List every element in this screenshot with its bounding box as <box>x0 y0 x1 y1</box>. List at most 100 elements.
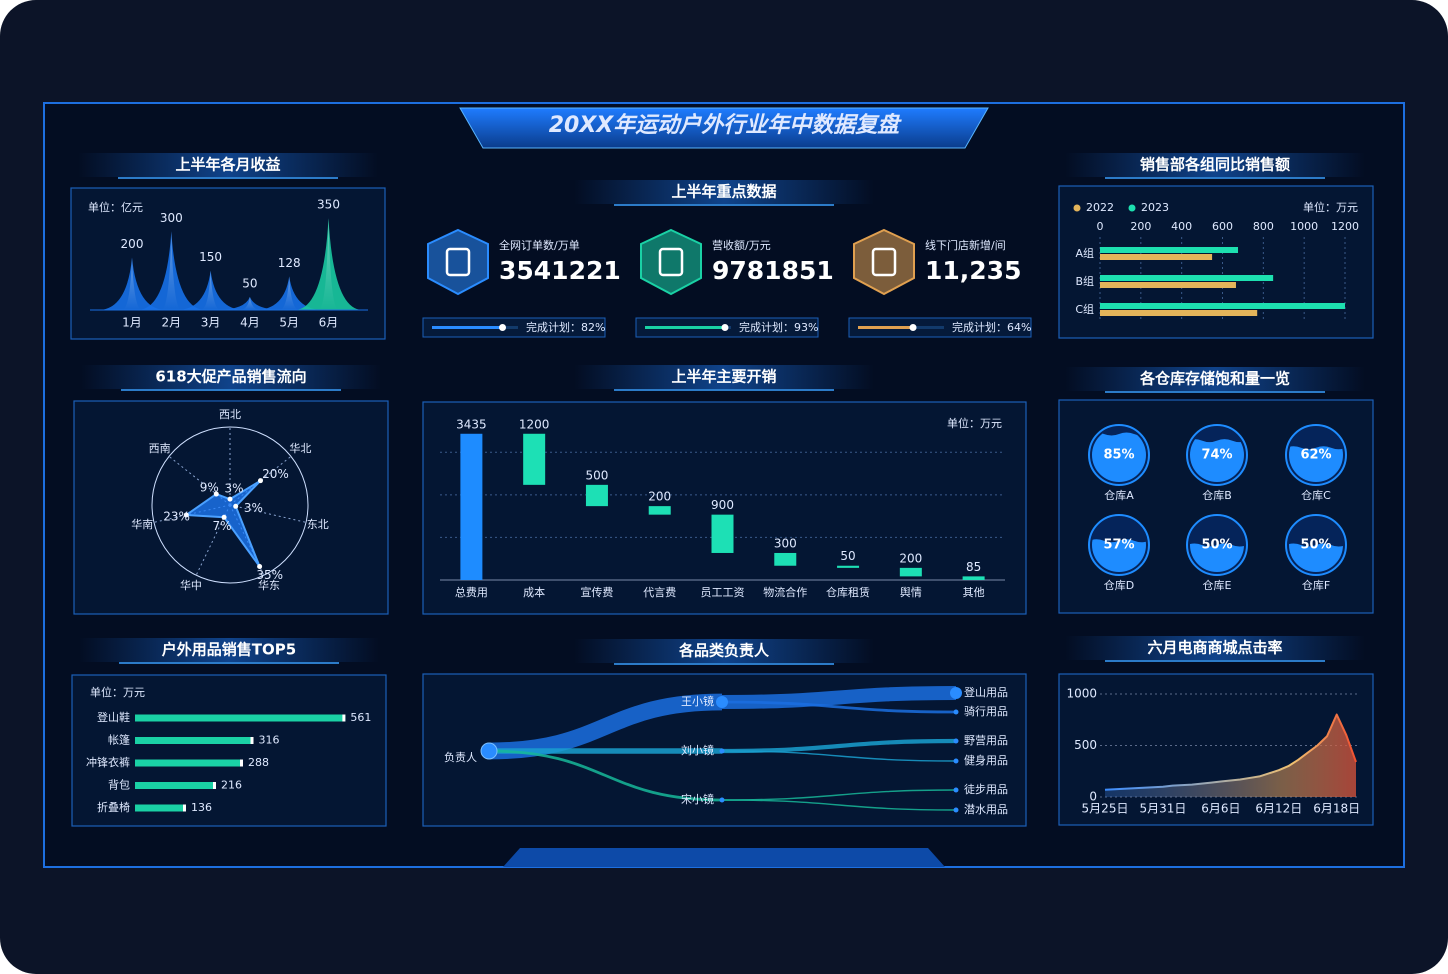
link <box>721 799 957 811</box>
radar-spoke <box>168 455 231 506</box>
panel-title: 各品类负责人 <box>678 642 770 660</box>
bar-cap <box>183 804 186 812</box>
data-label: 23% <box>163 510 190 524</box>
progress-knob <box>909 324 917 331</box>
data-label: 216 <box>221 779 242 792</box>
radar-spoke <box>195 504 231 576</box>
x-tick-label: 5月31日 <box>1139 802 1186 816</box>
kpi-icon-glyph <box>871 247 897 277</box>
bar <box>135 804 186 812</box>
radar-point <box>257 563 263 569</box>
gauge-label: 仓库A <box>1104 488 1134 502</box>
radar-axis-label: 西南 <box>149 442 171 455</box>
data-label: 200 <box>648 490 671 504</box>
data-label: 900 <box>711 498 734 512</box>
y-tick-label: C组 <box>1075 302 1094 316</box>
bar <box>1100 303 1345 309</box>
panel-title: 618大促产品销售流向 <box>155 368 306 386</box>
unit-label: 单位：万元 <box>1303 200 1358 214</box>
data-label: 35% <box>256 568 283 582</box>
gauge-label: 仓库F <box>1302 578 1330 592</box>
gauge-label: 仓库D <box>1104 578 1134 592</box>
y-tick-label: 折叠椅 <box>97 800 130 814</box>
bar <box>962 576 985 580</box>
node <box>719 797 725 803</box>
node-label: 登山用品 <box>964 685 1008 699</box>
radar-spoke <box>153 504 231 523</box>
bar <box>135 714 346 722</box>
radar-axis-label: 华南 <box>131 517 153 531</box>
data-label: 500 <box>585 468 608 482</box>
link <box>721 750 957 762</box>
liquid <box>1289 543 1343 572</box>
kpi-value: 3541221 <box>499 256 621 285</box>
bar <box>135 759 243 767</box>
node-label: 宋小镜 <box>681 792 714 806</box>
x-tick-label: 4月 <box>240 316 260 330</box>
node-label: 负责人 <box>444 750 477 764</box>
x-tick-label: 仓库租赁 <box>826 585 870 599</box>
kpi-icon-glyph <box>658 247 684 277</box>
panel-title: 户外用品销售TOP5 <box>162 641 296 659</box>
data-label: 3% <box>224 482 243 496</box>
title-glow <box>574 365 874 389</box>
node-label: 徒步用品 <box>964 782 1008 796</box>
node-label: 王小镜 <box>681 694 714 708</box>
bar <box>648 506 671 515</box>
data-label: 1200 <box>519 417 550 431</box>
node <box>950 687 962 699</box>
data-label: 200 <box>121 237 144 251</box>
spike-shine <box>279 276 300 310</box>
y-tick-label: 500 <box>1074 738 1097 752</box>
kpi-label: 营收额/万元 <box>712 238 771 252</box>
x-tick-label: 1月 <box>122 316 142 330</box>
panel-title: 上半年各月收益 <box>175 156 280 174</box>
node-label: 野营用品 <box>964 733 1008 747</box>
x-tick-label: 代言费 <box>643 586 676 599</box>
y-tick-label: B组 <box>1075 274 1094 288</box>
node <box>953 807 959 813</box>
progress-bar <box>858 326 914 329</box>
data-label: 3435 <box>456 417 487 431</box>
title-glow <box>574 180 874 204</box>
y-tick-label: 帐篷 <box>108 733 130 747</box>
x-tick-label: 总费用 <box>455 585 488 599</box>
y-tick-label: A组 <box>1075 246 1094 260</box>
page-title: 20XX年运动户外行业年中数据复盘 <box>549 112 903 138</box>
title-glow <box>1065 153 1365 177</box>
spike-shine <box>318 218 339 310</box>
bar <box>1100 282 1236 288</box>
line <box>1104 713 1357 791</box>
node-label: 健身用品 <box>964 753 1008 767</box>
bar <box>1100 254 1213 260</box>
node <box>953 787 959 793</box>
data-label: 9% <box>200 480 219 494</box>
liquid <box>1092 432 1146 482</box>
node-label: 潜水用品 <box>964 802 1008 816</box>
node <box>953 738 959 744</box>
bar-cap <box>342 714 346 722</box>
kpi-label: 线下门店新增/间 <box>925 238 1006 252</box>
progress-bar <box>645 326 725 329</box>
radar-area <box>185 479 262 568</box>
x-tick-label: 200 <box>1130 220 1151 233</box>
unit-label: 单位：万元 <box>947 416 1002 430</box>
radar-point <box>257 478 263 484</box>
title-glow <box>574 639 874 663</box>
link <box>721 738 957 754</box>
bar <box>523 433 546 485</box>
data-label: 20% <box>262 467 289 481</box>
data-label: 62% <box>1300 448 1331 463</box>
gauge-label: 仓库E <box>1203 578 1232 592</box>
x-tick-label: 0 <box>1097 220 1104 233</box>
data-label: 85 <box>966 560 981 574</box>
bar <box>1100 247 1239 253</box>
x-tick-label: 400 <box>1171 220 1192 233</box>
x-tick-label: 2月 <box>161 316 181 330</box>
panel <box>71 674 387 827</box>
radar-axis-label: 华中 <box>180 578 202 592</box>
unit-label: 单位：亿元 <box>88 200 143 214</box>
legend-label: 2023 <box>1141 201 1169 214</box>
node <box>953 709 959 715</box>
